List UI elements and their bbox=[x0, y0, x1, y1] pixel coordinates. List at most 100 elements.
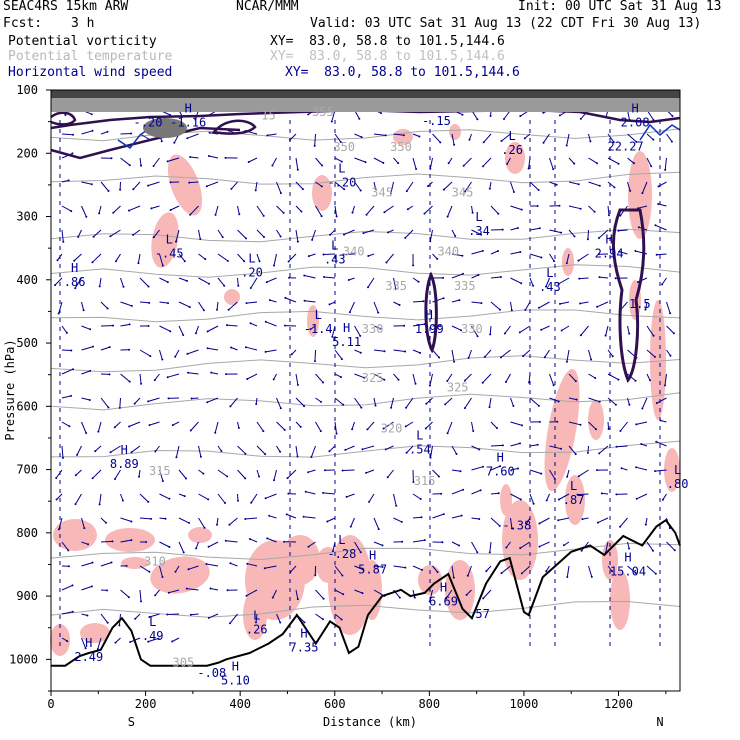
wind-vector bbox=[656, 253, 667, 256]
wind-vector-head bbox=[608, 214, 610, 217]
wind-vector-head bbox=[498, 524, 501, 527]
wind-vector-head bbox=[161, 480, 164, 482]
extremum-value-label: 5.10 bbox=[221, 673, 250, 687]
wind-vector-head bbox=[89, 328, 92, 331]
y-tick-label: 100 bbox=[16, 83, 38, 97]
wind-vector-head bbox=[286, 477, 289, 480]
pv-shaded-region bbox=[316, 547, 340, 583]
wind-vector-head bbox=[447, 162, 450, 165]
wind-vector-head bbox=[367, 286, 369, 289]
wind-vector-head bbox=[190, 397, 193, 400]
wind-vector bbox=[412, 349, 421, 354]
wind-vector-head bbox=[67, 549, 70, 552]
wind-vector-head bbox=[189, 213, 192, 216]
wind-vector-head bbox=[173, 141, 176, 144]
field-name-wind: Horizontal wind speed bbox=[8, 65, 173, 80]
wind-vector-head bbox=[150, 207, 153, 210]
wind-vector-head bbox=[189, 156, 192, 158]
wind-vector-head bbox=[342, 253, 345, 256]
wind-vector-head bbox=[152, 165, 155, 167]
wind-vector bbox=[354, 565, 364, 570]
wind-vector bbox=[134, 397, 141, 404]
wind-vector bbox=[175, 565, 180, 573]
wind-vector-head bbox=[262, 214, 265, 217]
wind-vector bbox=[175, 229, 180, 242]
extremum-type-label: H bbox=[605, 232, 612, 246]
wind-vector bbox=[432, 513, 444, 519]
wind-vector-head bbox=[423, 539, 426, 542]
wind-vector bbox=[636, 493, 648, 500]
wind-vector bbox=[365, 469, 375, 474]
wind-vector-head bbox=[106, 589, 108, 592]
wind-vector bbox=[256, 253, 260, 262]
wind-vector-head bbox=[598, 400, 601, 403]
wind-vector bbox=[92, 253, 102, 263]
wind-vector bbox=[521, 565, 531, 574]
wind-vector-head bbox=[118, 406, 121, 409]
wind-vector bbox=[646, 541, 654, 551]
wind-vector-head bbox=[617, 378, 620, 381]
wind-vector-head bbox=[614, 403, 617, 406]
theta-contour-label: 355 bbox=[312, 105, 334, 119]
wind-vector-head bbox=[527, 167, 530, 170]
wind-vector-head bbox=[579, 423, 582, 426]
wind-vector-head bbox=[303, 274, 306, 277]
wind-vector bbox=[446, 373, 453, 382]
wind-vector-head bbox=[331, 335, 334, 338]
wind-vector-head bbox=[70, 349, 73, 352]
wind-vector bbox=[485, 565, 492, 572]
wind-vector bbox=[100, 181, 109, 192]
wind-vector bbox=[81, 517, 85, 529]
wind-vector bbox=[373, 517, 380, 530]
wind-vector-head bbox=[635, 140, 638, 143]
wind-vector bbox=[482, 157, 492, 167]
wind-vector bbox=[168, 589, 180, 594]
wind-vector bbox=[230, 347, 238, 351]
wind-vector bbox=[354, 133, 362, 138]
wind-vector bbox=[97, 637, 102, 650]
wind-vector-head bbox=[536, 443, 539, 446]
extremum-value-label: .43 bbox=[539, 280, 561, 294]
wind-vector-head bbox=[189, 429, 192, 432]
wind-vector bbox=[645, 301, 648, 310]
wind-vector bbox=[566, 253, 570, 264]
wind-vector-head bbox=[183, 260, 186, 263]
wind-vector-head bbox=[577, 183, 580, 186]
terrain-layer bbox=[51, 518, 681, 667]
wind-vector-head bbox=[246, 378, 249, 380]
wind-vector bbox=[505, 373, 511, 383]
extremum-value-label: 7.60 bbox=[486, 465, 515, 479]
wind-vector-head bbox=[91, 129, 94, 132]
wind-vector-head bbox=[629, 189, 632, 192]
wind-vector bbox=[412, 373, 416, 384]
wind-vector bbox=[601, 492, 609, 495]
wind-vector-head bbox=[314, 360, 316, 363]
wind-vector bbox=[61, 395, 72, 399]
wind-vector bbox=[646, 325, 655, 337]
wind-vector-head bbox=[552, 384, 555, 387]
wind-vector bbox=[315, 589, 324, 600]
wind-vector bbox=[189, 205, 199, 216]
wind-vector bbox=[546, 493, 550, 501]
pv-shaded-region bbox=[150, 556, 210, 594]
wind-vector bbox=[100, 131, 108, 135]
wind-vector-head bbox=[349, 525, 352, 528]
wind-vector bbox=[329, 445, 336, 452]
wind-vector-head bbox=[88, 399, 91, 401]
wind-vector-head bbox=[130, 520, 133, 523]
wind-vector bbox=[323, 492, 336, 495]
wind-vector-head bbox=[264, 350, 267, 353]
wind-vector-head bbox=[485, 570, 488, 573]
extremum-type-label: L bbox=[508, 129, 515, 143]
wind-vector-head bbox=[672, 332, 675, 335]
wind-vector-head bbox=[390, 406, 393, 409]
wind-vector bbox=[256, 229, 265, 238]
wind-vector bbox=[206, 563, 219, 567]
wind-vector bbox=[250, 493, 258, 504]
wind-vector bbox=[342, 469, 355, 471]
wind-vector-head bbox=[329, 233, 331, 236]
wind-vector bbox=[407, 205, 414, 210]
wind-vector bbox=[666, 541, 676, 551]
wind-vector-head bbox=[186, 352, 189, 355]
wind-vector bbox=[605, 541, 609, 554]
